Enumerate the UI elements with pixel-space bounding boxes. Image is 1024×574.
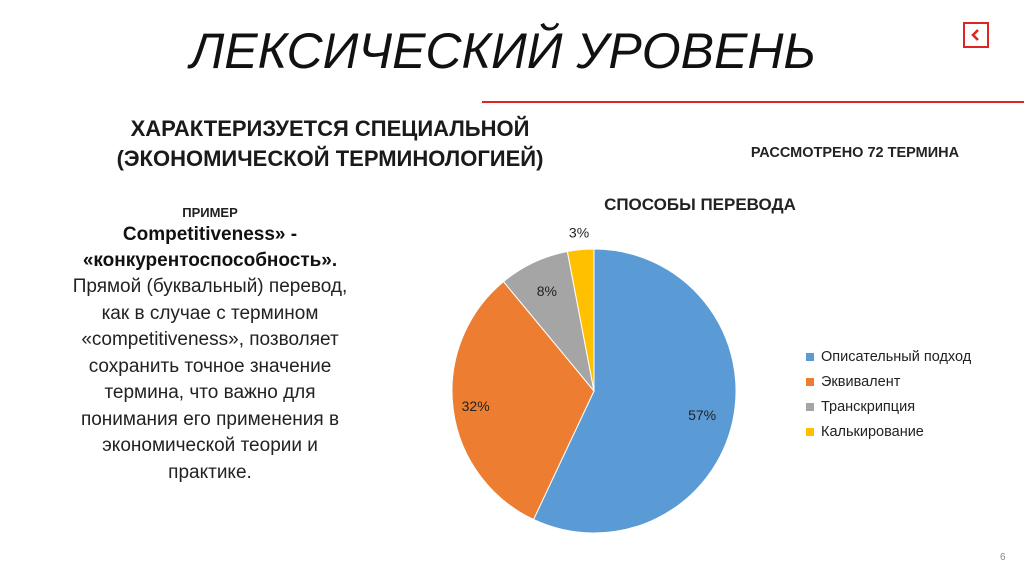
chart-title: СПОСОБЫ ПЕРЕВОДА	[604, 195, 796, 214]
pie-data-label: 8%	[537, 283, 557, 299]
example-term-line-2: «конкурентоспособность».	[82, 250, 338, 271]
pie-data-label: 32%	[462, 398, 490, 414]
legend-label: Эквивалент	[821, 373, 901, 390]
back-button[interactable]	[963, 22, 989, 48]
example-label: ПРИМЕР	[182, 205, 238, 220]
example-term-line-1: Competitiveness» -	[122, 224, 298, 245]
subtitle-line-1: ХАРАКТЕРИЗУЕТСЯ СПЕЦИАЛЬНОЙ	[130, 116, 530, 141]
legend-swatch	[806, 377, 814, 386]
legend-label: Калькирование	[821, 423, 924, 440]
legend-swatch	[806, 352, 814, 361]
legend-label: Транскрипция	[821, 398, 916, 415]
slide-title: ЛЕКСИЧЕСКИЙ УРОВЕНЬ	[190, 23, 816, 79]
legend-item: Калькирование	[806, 419, 971, 444]
example-block: ПРИМЕР Competitiveness» - «конкурентоспо…	[20, 204, 400, 486]
example-body-line: сохранить точное значение	[88, 355, 332, 377]
legend-swatch	[806, 427, 814, 436]
example-body-line: термина, что важно для	[104, 382, 316, 403]
pie-data-label: 57%	[688, 407, 716, 423]
legend-label: Описательный подход	[821, 348, 972, 365]
slide-subtitle: ХАРАКТЕРИЗУЕТСЯ СПЕЦИАЛЬНОЙ (ЭКОНОМИЧЕСК…	[40, 114, 620, 174]
title-divider	[482, 101, 1024, 103]
page-number: 6	[1000, 552, 1006, 563]
pie-slice	[532, 248, 737, 534]
example-body-line: «competitiveness», позволяет	[81, 329, 339, 350]
example-body-line: как в случае с термином	[101, 302, 319, 324]
pie-slice	[451, 280, 595, 521]
example-body-line: практике.	[168, 461, 252, 483]
subtitle-line-2: (ЭКОНОМИЧЕСКОЙ ТЕРМИНОЛОГИЕЙ)	[116, 146, 544, 171]
chevron-left-icon	[971, 29, 979, 41]
legend-item: Описательный подход	[806, 344, 971, 369]
example-body-line: экономической теории и	[102, 435, 318, 456]
legend-item: Транскрипция	[806, 394, 971, 419]
terms-count: РАССМОТРЕНО 72 ТЕРМИНА	[750, 145, 960, 161]
example-body-line: понимания его применения в	[80, 408, 340, 430]
pie-slice	[566, 248, 595, 392]
legend-item: Эквивалент	[806, 369, 971, 394]
pie-chart: 57% 32% 8% 3%	[451, 225, 737, 534]
example-body-line: Прямой (буквальный) перевод,	[72, 276, 348, 297]
legend-swatch	[806, 402, 814, 411]
example-body: Прямой (буквальный) перевод, как в случа…	[20, 274, 400, 486]
pie-data-label: 3%	[569, 225, 589, 241]
chart-legend: Описательный подход Эквивалент Транскрипци…	[806, 344, 971, 444]
